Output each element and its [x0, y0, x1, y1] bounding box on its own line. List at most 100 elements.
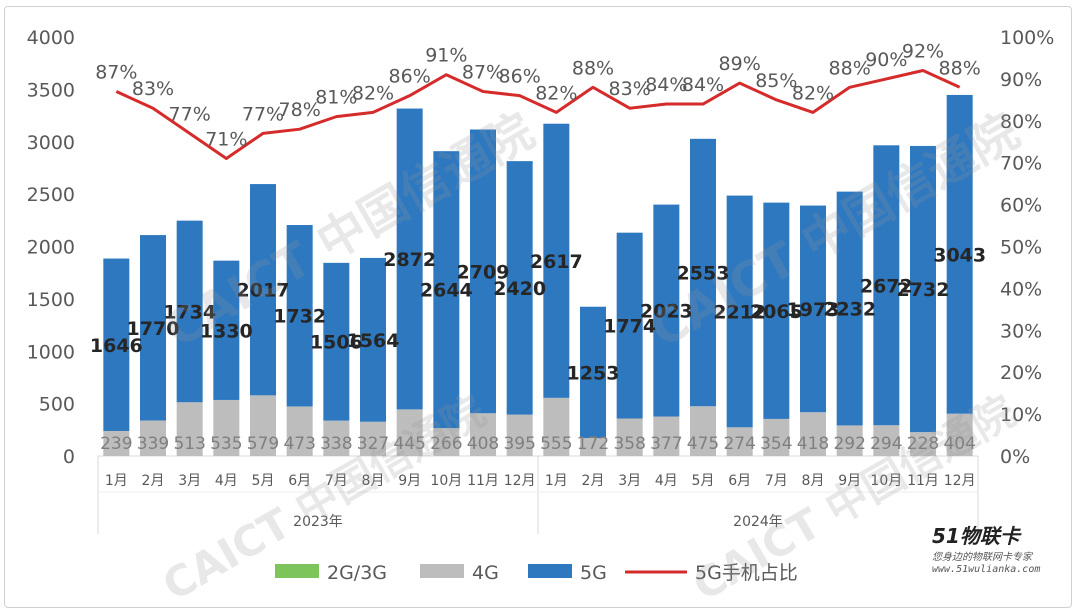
data-label-5g: 1734: [163, 301, 216, 323]
legend-label: 2G/3G: [327, 562, 387, 584]
data-label-5g-share: 88%: [572, 57, 614, 79]
y-tick-label-right: 10%: [1000, 404, 1042, 426]
data-label-4g: 358: [613, 434, 645, 454]
logo-url: www.51wulianka.com: [932, 564, 1041, 575]
bar-4g: [433, 428, 460, 456]
x-tick-label: 10月: [430, 473, 462, 489]
bar-4g: [580, 437, 606, 456]
bar-5g: [470, 129, 496, 414]
x-tick-label: 4月: [655, 473, 678, 489]
legend-label: 4G: [472, 562, 499, 584]
x-tick-label: 12月: [504, 473, 536, 489]
data-label-5g: 2709: [457, 261, 510, 283]
y-tick-label-right: 60%: [1000, 195, 1042, 217]
x-tick-label: 2月: [582, 473, 605, 489]
bar-5g: [910, 145, 936, 433]
x-tick-label: 5月: [692, 473, 715, 489]
data-label-4g: 404: [943, 434, 975, 454]
data-label-5g: 1646: [90, 335, 143, 357]
data-label-5g-share: 83%: [132, 78, 174, 100]
data-label-5g: 2017: [237, 280, 290, 302]
data-label-5g: 2617: [530, 251, 583, 273]
data-label-5g: 2732: [897, 279, 950, 301]
data-label-5g: 2644: [420, 280, 473, 302]
data-label-5g-share: 81%: [315, 87, 357, 109]
y-tick-label-left: 4000: [27, 27, 75, 49]
data-label-5g-share: 86%: [499, 66, 541, 88]
bar-4g: [616, 418, 643, 456]
x-tick-label: 2月: [142, 473, 165, 489]
bar-4g: [873, 425, 900, 456]
x-tick-label: 3月: [178, 473, 201, 489]
data-label-4g: 338: [320, 434, 352, 454]
data-label-4g: 513: [173, 434, 205, 454]
data-label-5g: 1330: [200, 320, 253, 342]
data-label-5g: 2232: [823, 299, 876, 321]
bar-5g: [433, 151, 460, 429]
y-tick-label-right: 20%: [1000, 362, 1042, 384]
x-tick-label: 4月: [215, 473, 238, 489]
data-label-5g: 1770: [127, 318, 180, 340]
data-label-5g: 1564: [347, 330, 400, 352]
y-tick-label-right: 40%: [1000, 278, 1042, 300]
data-label-5g: 2553: [677, 263, 730, 285]
bar-4g: [763, 418, 790, 456]
y-tick-label-right: 50%: [1000, 237, 1042, 259]
bar-4g: [286, 406, 313, 456]
bar-5g: [543, 123, 570, 398]
data-label-5g: 1506: [310, 332, 363, 354]
data-label-5g-share: 78%: [279, 99, 321, 121]
x-tick-label: 12月: [944, 473, 976, 489]
x-tick-label: 9月: [838, 473, 861, 489]
x-tick-label: 1月: [105, 473, 128, 489]
data-label-4g: 294: [870, 434, 902, 454]
data-label-5g-share: 87%: [95, 61, 137, 83]
data-label-4g: 274: [723, 434, 755, 454]
bar-5g: [726, 195, 753, 428]
bar-4g: [176, 402, 203, 456]
data-label-4g: 579: [247, 434, 279, 454]
bar-4g: [360, 421, 386, 456]
bar-5g: [946, 94, 973, 414]
data-label-4g: 228: [907, 434, 939, 454]
bar-4g: [396, 409, 423, 456]
bar-4g: [726, 427, 753, 456]
data-label-5g-share: 71%: [205, 129, 247, 151]
bar-5g: [873, 145, 900, 426]
bar-5g: [690, 138, 716, 407]
data-label-4g: 354: [760, 434, 792, 454]
data-label-5g: 1732: [273, 306, 326, 328]
data-label-5g-share: 77%: [242, 103, 284, 125]
data-label-5g-share: 82%: [535, 82, 577, 104]
data-label-4g: 473: [283, 434, 315, 454]
y-tick-label-right: 0%: [1000, 446, 1030, 468]
data-label-5g-share: 84%: [682, 74, 724, 96]
data-label-4g: 292: [833, 434, 865, 454]
x-tick-label: 5月: [252, 473, 275, 489]
data-label-5g: 3043: [933, 244, 986, 266]
bar-5g: [800, 205, 826, 413]
bar-4g: [653, 416, 680, 456]
data-label-4g: 395: [503, 434, 535, 454]
x-tick-label: 9月: [398, 473, 421, 489]
data-label-5g-share: 82%: [352, 82, 394, 104]
y-tick-label-left: 2000: [27, 237, 75, 259]
site-logo: 51物联卡 您身边的物联网卡专家 www.51wulianka.com: [928, 520, 1068, 580]
data-label-4g: 418: [797, 434, 829, 454]
data-label-4g: 239: [100, 434, 132, 454]
data-label-4g: 535: [210, 434, 242, 454]
x-tick-label: 8月: [362, 473, 385, 489]
x-tick-label: 7月: [765, 473, 788, 489]
data-label-5g: 2420: [493, 278, 546, 300]
bar-4g: [910, 432, 936, 456]
data-label-4g: 555: [540, 434, 572, 454]
y-tick-label-left: 500: [39, 394, 75, 416]
data-label-5g-share: 88%: [939, 57, 981, 79]
x-tick-label: 11月: [907, 473, 939, 489]
data-label-5g: 2023: [640, 301, 693, 323]
data-label-5g: 2065: [750, 301, 803, 323]
data-label-5g-share: 91%: [425, 45, 467, 67]
x-tick-label: 3月: [618, 473, 641, 489]
bar-4g: [543, 397, 570, 456]
x-tick-label: 11月: [467, 473, 499, 489]
